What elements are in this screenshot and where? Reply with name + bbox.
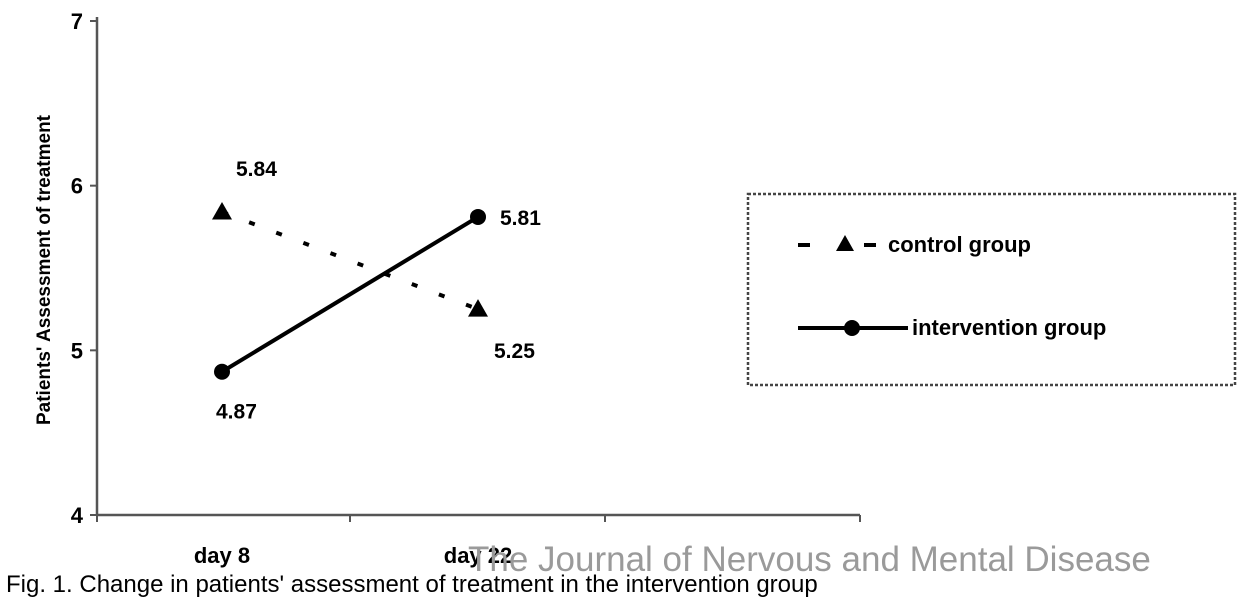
- x-tick-label: day 8: [194, 543, 250, 568]
- watermark: The Journal of Nervous and Mental Diseas…: [468, 540, 1151, 579]
- circle-marker: [214, 363, 230, 380]
- triangle-marker: [212, 202, 232, 220]
- triangle-marker: [468, 299, 488, 317]
- legend-triangle-marker: [836, 235, 854, 251]
- data-labels: 5.84 5.25 4.87 5.81: [216, 158, 541, 424]
- y-tick-label: 5: [71, 338, 83, 363]
- y-tick-label: 7: [71, 9, 83, 34]
- series-layer: [212, 202, 488, 380]
- figure-caption: Fig. 1. Change in patients' assessment o…: [6, 571, 818, 598]
- legend-label: control group: [888, 232, 1031, 257]
- data-label: 4.87: [216, 401, 257, 424]
- legend-circle-marker: [844, 320, 860, 336]
- circle-marker: [470, 208, 486, 225]
- legend-label: intervention group: [912, 315, 1106, 340]
- legend-box: [746, 192, 1237, 387]
- data-label: 5.84: [236, 158, 277, 181]
- x-tick-label: day 22: [444, 543, 513, 568]
- y-axis-title: Patients' Assessment of treatment: [34, 114, 55, 425]
- control-series: [212, 202, 488, 317]
- series-line: [220, 215, 480, 374]
- legend-item-intervention: intervention group: [798, 315, 1106, 340]
- axes: 4 5 6 7 day 8 day 22: [71, 9, 861, 568]
- data-label: 5.81: [500, 207, 541, 230]
- data-label: 5.25: [494, 340, 535, 363]
- legend: control group intervention group: [746, 192, 1237, 387]
- intervention-series: [214, 208, 486, 380]
- legend-item-control: control group: [798, 232, 1031, 257]
- y-tick-label: 4: [71, 503, 84, 528]
- chart: 4 5 6 7 day 8 day 22 5.84 5.25 4.87 5.81 Patient…: [34, 9, 1237, 568]
- y-tick-label: 6: [71, 174, 83, 199]
